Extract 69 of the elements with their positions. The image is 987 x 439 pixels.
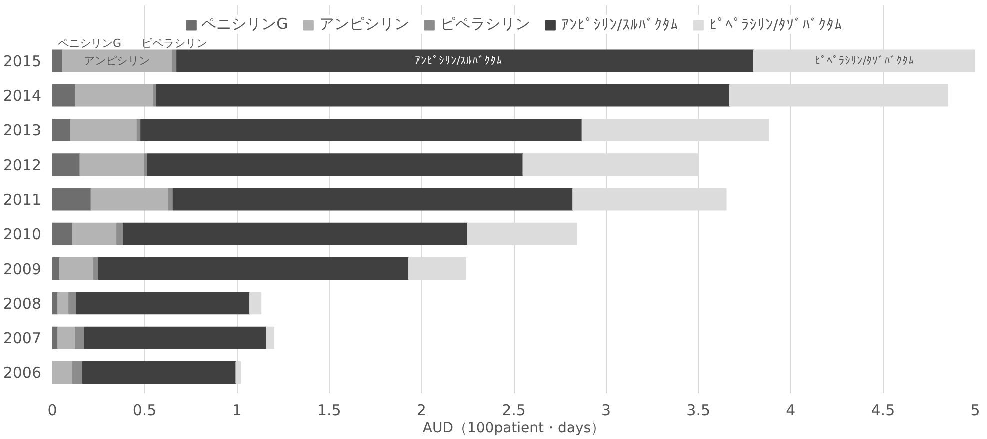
x-tick-label: 1.5 [317, 402, 342, 420]
bar [76, 292, 251, 315]
bar [84, 326, 268, 350]
bar [408, 258, 467, 280]
bar [68, 292, 77, 315]
bar [140, 118, 583, 142]
bar [58, 292, 70, 315]
x-tick-label: 5 [970, 402, 980, 420]
x-tick-label: 1 [232, 402, 242, 420]
x-tick-label: 2.5 [502, 402, 526, 420]
x-tick-label: 2 [416, 402, 426, 420]
bar [52, 188, 92, 211]
x-tick-label: 4 [786, 402, 796, 420]
y-tick-label: 2007 [3, 330, 42, 348]
x-axis-title: AUD（100patient・days） [422, 420, 606, 436]
bar [82, 361, 237, 384]
bar [98, 258, 410, 280]
bar [90, 188, 170, 211]
legend-label: ピペラシリン [440, 15, 530, 34]
annotation: ピペラシリン [141, 37, 208, 50]
bar [59, 258, 95, 280]
bar [75, 84, 155, 107]
bar [52, 118, 72, 142]
bar [572, 188, 727, 211]
y-tick-label: 2011 [3, 191, 42, 209]
y-tick-label: 2012 [3, 156, 42, 174]
bar [52, 84, 76, 107]
bar [582, 118, 770, 142]
y-tick-label: 2014 [3, 87, 42, 106]
x-tick-label: 0 [48, 402, 58, 420]
bar [250, 292, 262, 315]
bar [522, 154, 700, 176]
legend-label: アンピシリン [319, 15, 410, 34]
y-tick-label: 2013 [3, 122, 42, 140]
bar [123, 222, 468, 246]
y-tick-label: 2008 [3, 294, 42, 313]
legend-label: ｱﾝﾋﾟｼﾘﾝ/ｽﾙﾊﾞｸﾀﾑ [561, 16, 678, 34]
bar [156, 84, 730, 107]
bar [467, 222, 578, 246]
x-tick-label: 4.5 [871, 402, 896, 420]
bar [266, 326, 275, 350]
bar [62, 50, 173, 72]
bar [172, 188, 574, 211]
x-tick-label: 3.5 [686, 402, 711, 420]
bar [72, 222, 118, 246]
y-tick-label: 2010 [3, 226, 42, 244]
bar [52, 154, 81, 176]
bar [52, 361, 74, 384]
bar [70, 118, 138, 142]
bar [80, 154, 146, 176]
bar [72, 361, 84, 384]
bar [52, 50, 64, 72]
legend-label: ﾋﾟﾍﾟﾗｼﾘﾝ/ﾀｿﾞﾊﾞｸﾀﾑ [709, 16, 842, 34]
x-tick-label: 3 [602, 402, 612, 420]
bar [75, 326, 86, 350]
y-tick-label: 2009 [3, 260, 42, 278]
annotation: ｱﾝﾋﾟｼﾘﾝ/ｽﾙﾊﾞｸﾀﾑ [414, 54, 502, 68]
annotation: ﾋﾟﾍﾟﾗｼﾘﾝ/ﾀｿﾞﾊﾞｸﾀﾑ [814, 54, 915, 68]
bar [58, 326, 76, 350]
y-tick-label: 2006 [3, 364, 42, 382]
x-tick-label: 0.5 [132, 402, 157, 420]
annotation: アンピシリン [84, 54, 150, 68]
annotation: ペニシリンG [58, 37, 122, 50]
bar [147, 154, 524, 176]
legend-label: ペニシリンG [202, 15, 288, 34]
bar [52, 222, 74, 246]
y-tick-label: 2015 [3, 52, 42, 70]
bar [236, 361, 242, 384]
bar [176, 50, 754, 72]
